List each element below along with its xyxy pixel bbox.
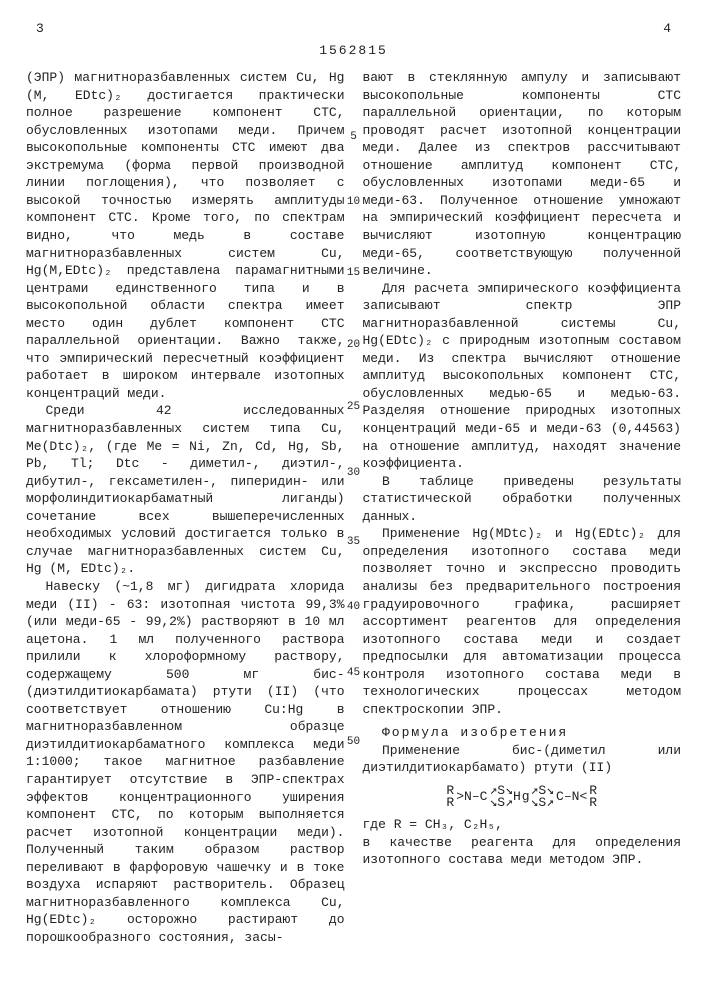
page-numbers: 3 4 [36, 20, 671, 38]
chem-s: S [497, 795, 505, 810]
section-title: Формула изобретения [363, 724, 682, 742]
chem-hg: Hg [513, 788, 531, 806]
document-id: 1562815 [26, 42, 681, 60]
paragraph: Навеску (~1,8 мг) дигидрата хлорида меди… [26, 578, 345, 946]
paragraph: где R = CH₃, C₂H₅, [363, 816, 682, 834]
chem-s: S [538, 795, 546, 810]
chem-group-right: R R [589, 785, 597, 808]
paragraph: Среди 42 исследованных магнитноразбавлен… [26, 402, 345, 577]
right-column: вают в стеклянную ампулу и записывают вы… [363, 69, 682, 946]
paragraph: в качестве реагента для определения изот… [363, 834, 682, 869]
paragraph: В таблице приведены результаты статистич… [363, 473, 682, 526]
left-column: (ЭПР) магнитноразбавленных систем Cu, Hg… [26, 69, 345, 946]
chem-r: R [589, 797, 597, 809]
page-number-left: 3 [36, 20, 44, 38]
chemical-structure: R R > N – C ↗S↘ ↘S↗ Hg ↗S↘ ↘S↗ C – N [363, 785, 682, 808]
columns: (ЭПР) магнитноразбавленных систем Cu, Hg… [26, 69, 681, 946]
chem-s-group: ↗S↘ ↘S↗ [489, 785, 512, 808]
paragraph: Применение бис-(диметил или диэтилдитиок… [363, 742, 682, 777]
chem-group-left: R R [446, 785, 454, 808]
chem-n: N [572, 788, 580, 806]
paragraph: (ЭПР) магнитноразбавленных систем Cu, Hg… [26, 69, 345, 402]
page-number-right: 4 [663, 20, 671, 38]
paragraph: Для расчета эмпирического коэффициента з… [363, 280, 682, 473]
patent-page: 3 4 1562815 5 10 15 20 25 30 35 40 45 50… [0, 0, 707, 974]
chem-n: N [464, 788, 472, 806]
chem-r: R [446, 797, 454, 809]
chem-c: C [556, 788, 564, 806]
chem-s-group: ↗S↘ ↘S↗ [531, 785, 554, 808]
paragraph: вают в стеклянную ампулу и записывают вы… [363, 69, 682, 280]
chem-c: C [480, 788, 488, 806]
paragraph: Применение Hg(MDtc)₂ и Hg(EDtc)₂ для опр… [363, 525, 682, 718]
